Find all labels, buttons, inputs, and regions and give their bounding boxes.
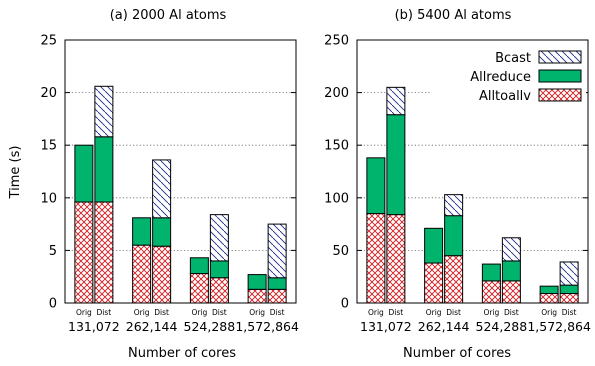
legend: Bcast Allreduce Alltoallv: [430, 45, 586, 107]
y-tick-label: 25: [40, 34, 57, 49]
bar-label: Dist: [97, 308, 112, 317]
bar-segment: [94, 201, 114, 304]
bar-segment: [209, 277, 229, 304]
y-tick-label: 50: [332, 244, 349, 259]
bar-segment: [209, 214, 229, 262]
plot-frame: [64, 39, 297, 304]
y-tick-label: 150: [324, 139, 349, 154]
bar-segment: [444, 215, 464, 257]
bar-segment: [74, 144, 94, 203]
bar-segment: [189, 273, 209, 304]
panel-a-title: (a) 2000 Al atoms: [110, 8, 227, 23]
bar-segment: [481, 280, 501, 304]
y-tick-label: 100: [324, 191, 349, 206]
bar-segment: [386, 114, 406, 216]
bar-segment: [366, 157, 386, 215]
category-label: 1,572,864: [527, 319, 591, 334]
y-tick-label: 20: [40, 86, 57, 101]
panel-b-xlabel: Number of cores: [403, 346, 511, 361]
legend-swatch: [538, 50, 582, 64]
bar-segment: [132, 217, 152, 246]
y-tick-label: 0: [49, 297, 57, 312]
bar-segment: [539, 285, 559, 295]
category-label: 131,072: [68, 319, 120, 334]
category-label: 524,288: [184, 319, 236, 334]
legend-label: Alltoallv: [479, 89, 531, 104]
y-tick-label: 0: [341, 297, 349, 312]
bar-segment: [539, 293, 559, 304]
bar-label: Dist: [154, 308, 169, 317]
bar-label: Dist: [389, 308, 404, 317]
category-label: 524,288: [476, 319, 528, 334]
y-tick-label: 10: [40, 191, 57, 206]
bar-label: Orig: [541, 308, 557, 317]
panel-b: 0 50 100 150 200 250 Orig Dist 131,072 Orig Dist 26…: [324, 34, 591, 335]
bar-label: Orig: [426, 308, 442, 317]
bar-segment: [267, 277, 287, 290]
bar-label: Dist: [270, 308, 285, 317]
bar-segment: [132, 244, 152, 304]
panel-b-title: (b) 5400 Al atoms: [395, 8, 512, 23]
bar-segment: [386, 214, 406, 304]
category-label: 262,144: [418, 319, 470, 334]
category-label: 1,572,864: [235, 319, 299, 334]
bar-segment: [444, 255, 464, 304]
bar-label: Dist: [212, 308, 227, 317]
bar-label: Orig: [134, 308, 150, 317]
bar-label: Orig: [249, 308, 265, 317]
bar-label: Dist: [562, 308, 577, 317]
bar-segment: [94, 136, 114, 203]
category-label: 131,072: [360, 319, 412, 334]
legend-swatch: [538, 88, 582, 102]
bar-segment: [209, 260, 229, 279]
bar-segment: [366, 213, 386, 304]
bar-segment: [247, 274, 267, 290]
panel-a: 0 5 10 15 20 25 Orig Dist 131,072 Orig Dist 262,144…: [40, 34, 299, 335]
bar-segment: [74, 201, 94, 304]
bar-segment: [189, 257, 209, 275]
bar-label: Orig: [76, 308, 92, 317]
bar-label: Orig: [191, 308, 207, 317]
bar-segment: [501, 237, 521, 262]
bar-segment: [152, 245, 172, 304]
bar-segment: [481, 263, 501, 282]
y-tick-label: 250: [324, 34, 349, 49]
bar-segment: [386, 86, 406, 116]
legend-label: Allreduce: [470, 70, 531, 85]
plot-frame: [356, 39, 589, 304]
y-tick-label: 5: [49, 244, 57, 259]
bar-segment: [267, 288, 287, 304]
bar-segment: [152, 159, 172, 219]
bar-segment: [559, 261, 579, 286]
bar-segment: [152, 217, 172, 247]
bar-label: Orig: [368, 308, 384, 317]
bar-segment: [444, 194, 464, 217]
bar-segment: [424, 262, 444, 304]
category-label: 262,144: [126, 319, 178, 334]
bar-label: Dist: [446, 308, 461, 317]
bar-segment: [559, 293, 579, 304]
y-tick-label: 15: [40, 139, 57, 154]
bar-segment: [559, 284, 579, 295]
bar-label: Orig: [483, 308, 499, 317]
bar-segment: [94, 85, 114, 138]
y-tick-label: 200: [324, 86, 349, 101]
legend-swatch: [538, 69, 582, 83]
bar-segment: [267, 223, 287, 279]
bar-segment: [247, 288, 267, 304]
panel-a-xlabel: Number of cores: [128, 346, 236, 361]
bar-segment: [501, 280, 521, 304]
bar-segment: [501, 260, 521, 282]
bar-label: Dist: [504, 308, 519, 317]
bar-segment: [424, 227, 444, 264]
legend-label: Bcast: [495, 51, 531, 66]
y-axis-label: Time (s): [8, 146, 23, 200]
